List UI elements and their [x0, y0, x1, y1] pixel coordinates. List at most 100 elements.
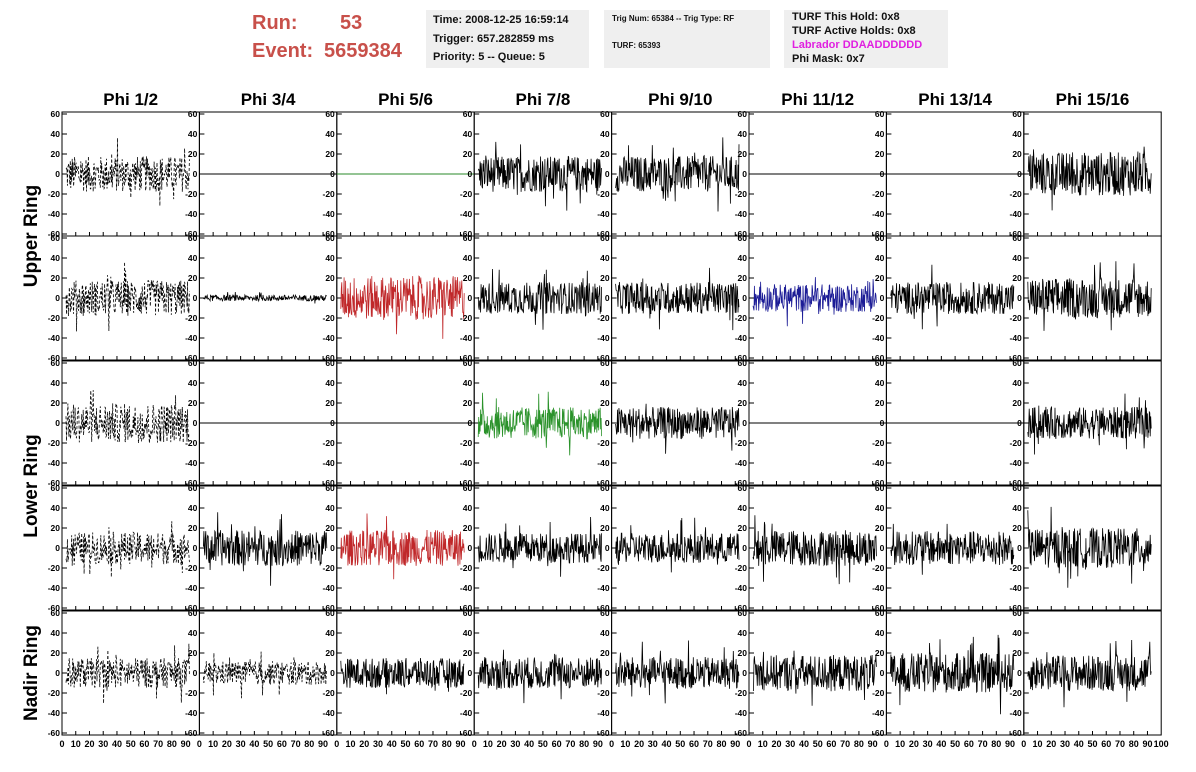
x-tick-label: 10	[895, 739, 905, 749]
y-tick-label: 20	[325, 149, 335, 159]
y-tick-label: -40	[597, 458, 610, 468]
y-tick-label: -40	[735, 209, 748, 219]
y-tick-label: -60	[1010, 229, 1023, 239]
waveform-trace	[340, 657, 465, 695]
x-tick-label: 60	[689, 739, 699, 749]
y-tick-label: -20	[872, 688, 885, 698]
y-tick-label: -40	[185, 458, 198, 468]
y-tick-label: 0	[1017, 543, 1022, 553]
y-tick-label: 20	[600, 398, 610, 408]
y-tick-label: 20	[738, 273, 748, 283]
x-tick-label: 80	[442, 739, 452, 749]
waveform-trace	[340, 513, 465, 580]
x-tick-label: 70	[428, 739, 438, 749]
y-tick-label: 0	[193, 418, 198, 428]
x-tick-label: 40	[1074, 739, 1084, 749]
y-tick-label: 0	[330, 668, 335, 678]
y-tick-label: 40	[875, 253, 885, 263]
x-tick-label: 40	[799, 739, 809, 749]
y-tick-label: 60	[738, 233, 748, 243]
y-tick-label: 0	[880, 169, 885, 179]
y-tick-label: -60	[460, 603, 473, 613]
y-tick-label: 20	[1012, 398, 1022, 408]
waveform-trace	[1027, 146, 1152, 211]
x-tick-label: 30	[785, 739, 795, 749]
y-tick-label: 0	[467, 293, 472, 303]
y-tick-label: -40	[872, 209, 885, 219]
y-tick-label: 40	[188, 129, 198, 139]
y-tick-label: -20	[185, 688, 198, 698]
ring-label: Lower Ring	[21, 434, 42, 537]
y-tick-label: -20	[735, 189, 748, 199]
x-tick-label: 50	[675, 739, 685, 749]
x-tick-label: 20	[909, 739, 919, 749]
y-tick-label: -60	[323, 478, 336, 488]
y-tick-label: 60	[51, 109, 61, 119]
x-tick-label: 10	[483, 739, 493, 749]
x-tick-label: 0	[884, 739, 889, 749]
y-tick-label: -40	[597, 708, 610, 718]
phi-header: Phi 5/6	[378, 90, 433, 109]
y-tick-label: 60	[600, 109, 610, 119]
y-tick-label: 40	[1012, 253, 1022, 263]
y-tick-label: -60	[185, 353, 198, 363]
y-tick-label: 60	[51, 483, 61, 493]
y-tick-label: 60	[463, 358, 473, 368]
y-tick-label: 60	[875, 233, 885, 243]
y-tick-label: -20	[597, 189, 610, 199]
x-tick-label: 30	[923, 739, 933, 749]
x-tick-label: 40	[936, 739, 946, 749]
y-tick-label: 60	[600, 608, 610, 618]
y-tick-label: 0	[330, 418, 335, 428]
x-tick-label: 40	[662, 739, 672, 749]
y-tick-label: -60	[735, 353, 748, 363]
y-tick-label: 60	[875, 483, 885, 493]
y-tick-label: 20	[188, 273, 198, 283]
y-tick-label: 60	[463, 608, 473, 618]
y-tick-label: 40	[51, 378, 61, 388]
y-tick-label: 20	[51, 398, 61, 408]
y-tick-label: -40	[460, 209, 473, 219]
run-value: 53	[340, 12, 363, 34]
y-tick-label: -20	[1010, 688, 1023, 698]
y-tick-label: -40	[185, 583, 198, 593]
x-tick-label: 80	[304, 739, 314, 749]
x-tick-label: 50	[263, 739, 273, 749]
y-tick-label: -60	[48, 353, 61, 363]
y-tick-label: -60	[872, 353, 885, 363]
y-tick-label: 0	[55, 418, 60, 428]
y-tick-label: 60	[188, 608, 198, 618]
y-tick-label: 0	[1017, 293, 1022, 303]
y-tick-label: 60	[51, 358, 61, 368]
x-tick-label: 90	[730, 739, 740, 749]
y-tick-label: -20	[323, 313, 336, 323]
y-tick-label: 60	[325, 233, 335, 243]
y-tick-label: -60	[597, 229, 610, 239]
y-tick-label: 60	[738, 358, 748, 368]
y-tick-label: 40	[600, 129, 610, 139]
y-tick-label: -60	[460, 478, 473, 488]
y-tick-label: 20	[463, 149, 473, 159]
y-tick-label: -60	[48, 728, 61, 738]
x-tick-label: 80	[854, 739, 864, 749]
y-tick-label: -20	[460, 313, 473, 323]
y-tick-label: 60	[188, 358, 198, 368]
y-tick-label: 20	[188, 523, 198, 533]
y-tick-label: -20	[460, 438, 473, 448]
y-tick-label: 0	[605, 668, 610, 678]
y-tick-label: 60	[463, 483, 473, 493]
x-tick-label: 10	[620, 739, 630, 749]
y-tick-label: -40	[48, 333, 61, 343]
trig-text: Trig Num: 65384 -- Trig Type: RF	[612, 14, 735, 23]
event-value: 5659384	[324, 40, 402, 62]
x-tick-label: 40	[112, 739, 122, 749]
y-tick-label: -40	[48, 458, 61, 468]
y-tick-label: -60	[1010, 603, 1023, 613]
y-tick-label: -60	[872, 478, 885, 488]
plot-frame	[473, 235, 613, 361]
x-tick-label: 20	[1046, 739, 1056, 749]
y-tick-label: 20	[1012, 149, 1022, 159]
x-tick-label: 80	[717, 739, 727, 749]
y-tick-label: 40	[738, 378, 748, 388]
